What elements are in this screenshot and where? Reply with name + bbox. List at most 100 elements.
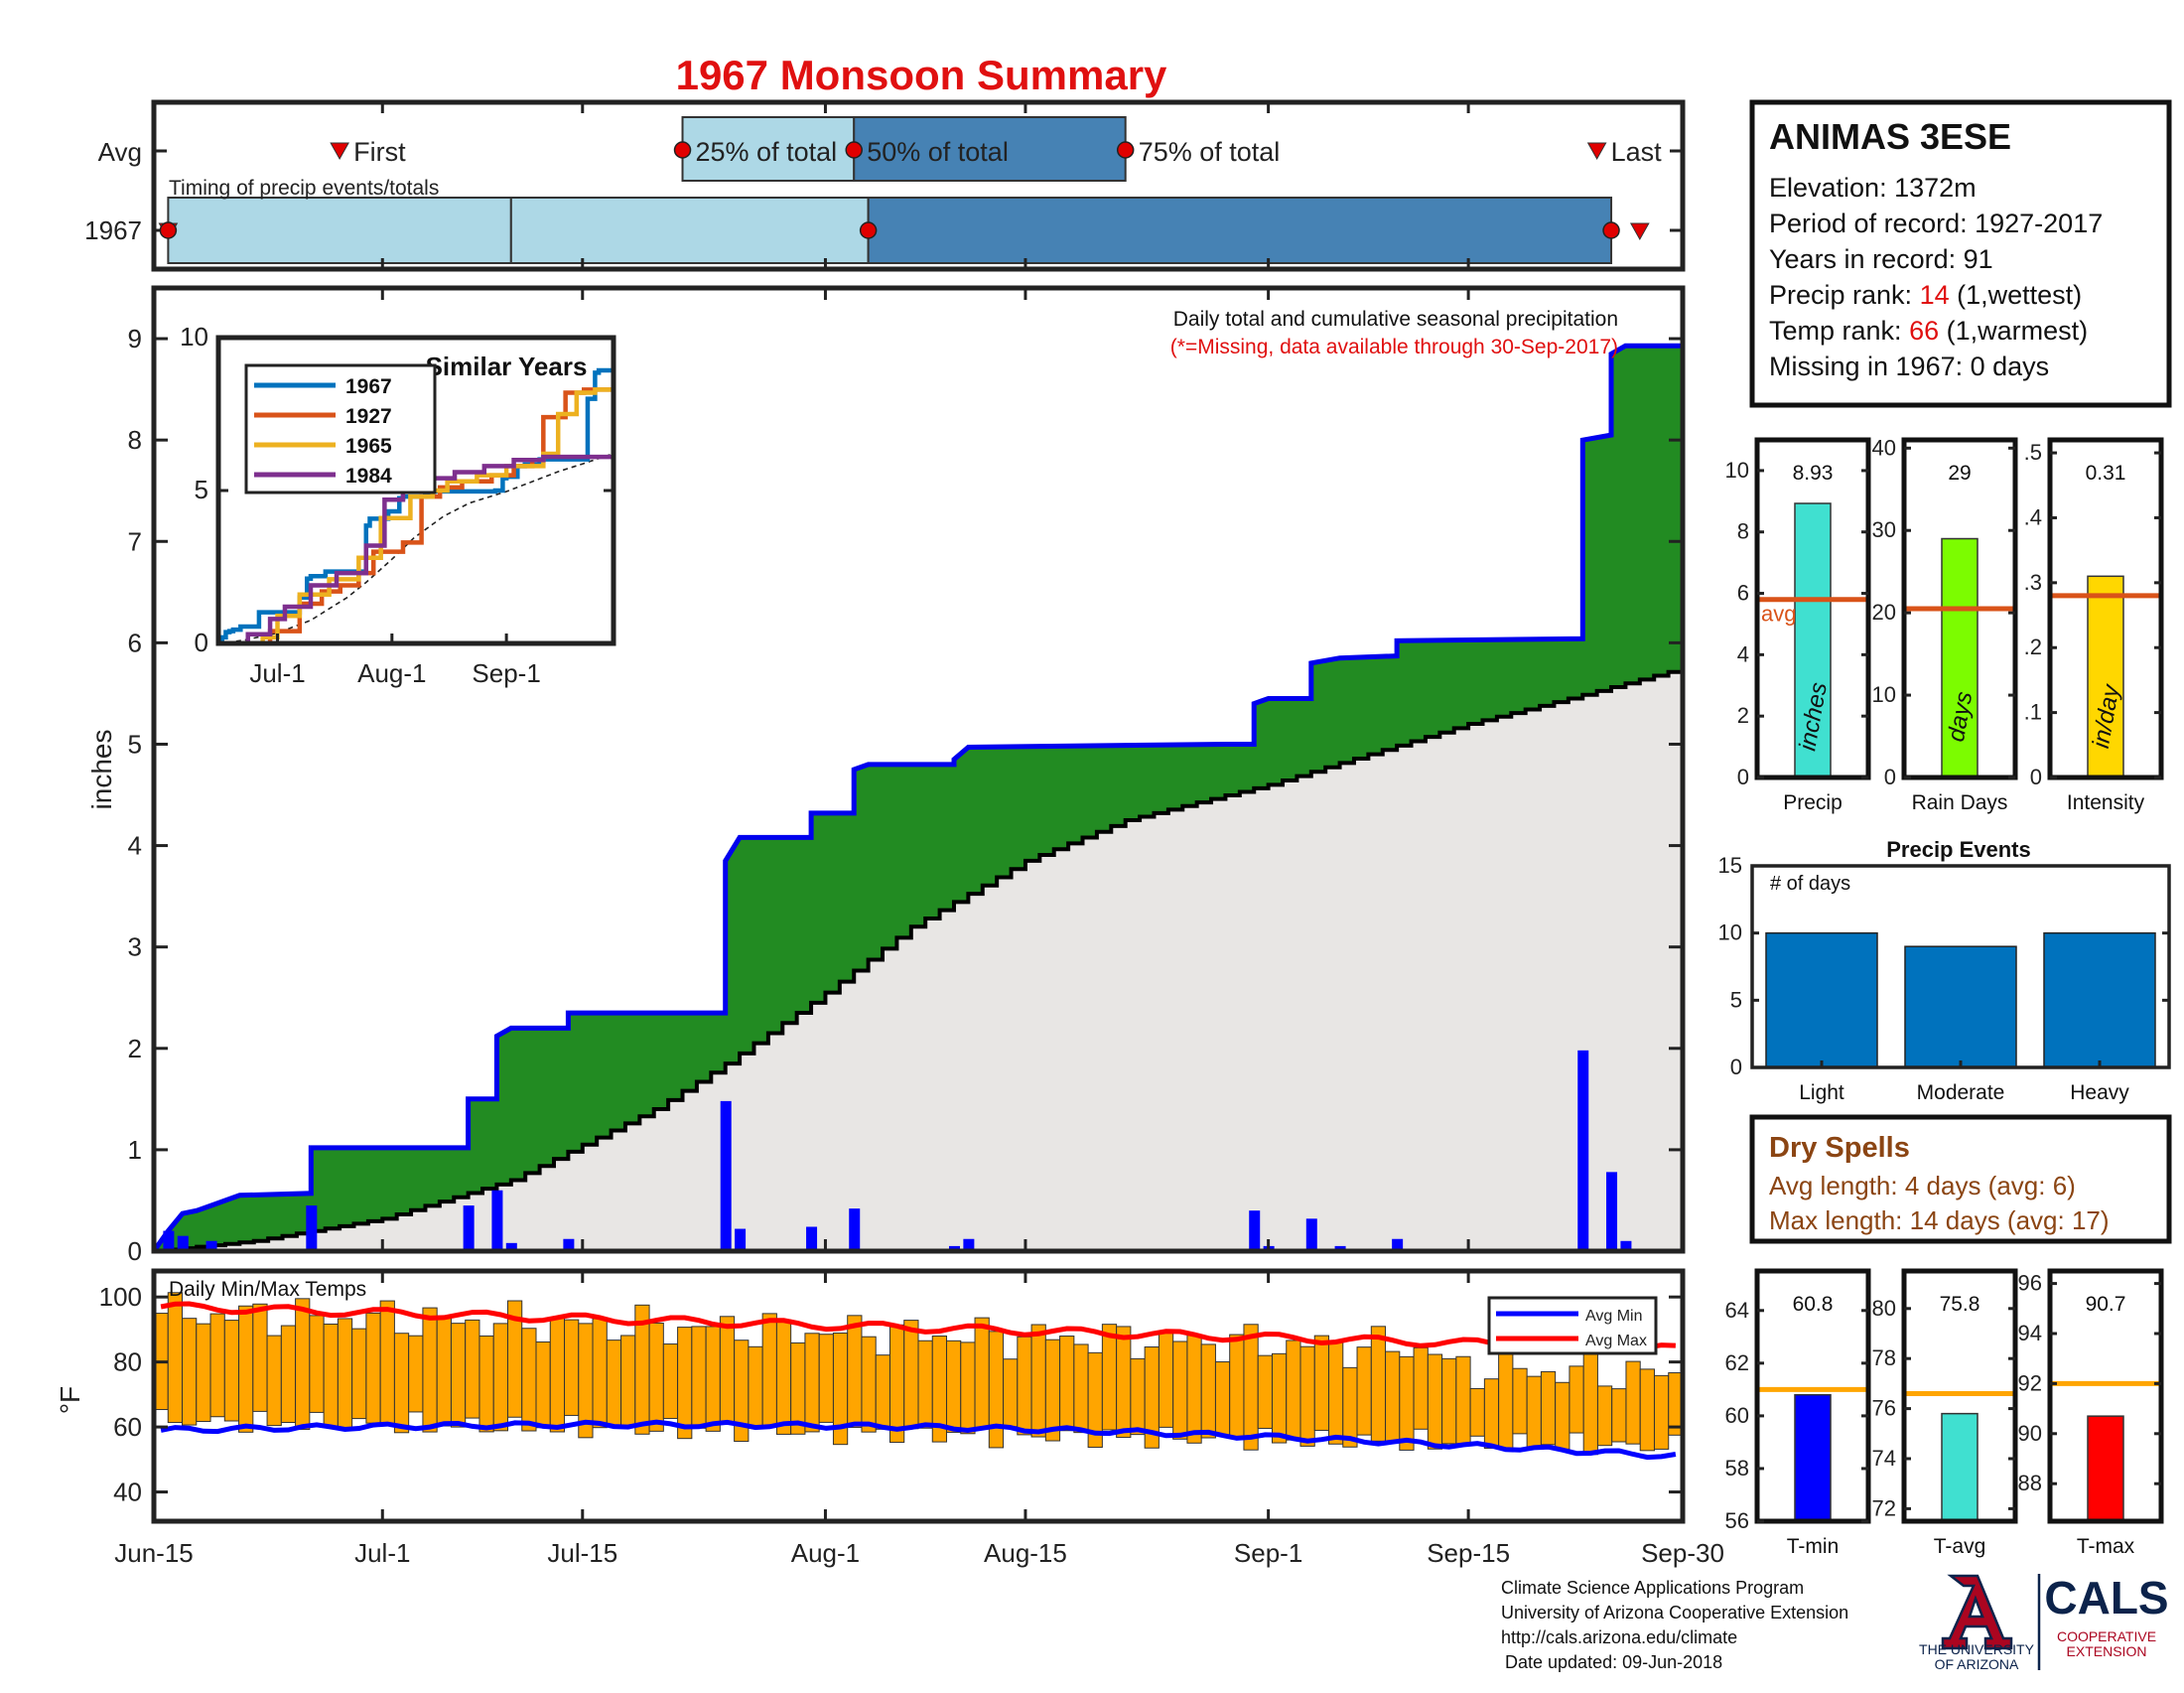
daily-temp-bar (337, 1318, 353, 1430)
footer-line-2: University of Arizona Cooperative Extens… (1501, 1603, 1848, 1622)
avg-first-marker (330, 142, 349, 161)
precip-events-chart: Precip Events # of days Light Moderate Hea… (1718, 837, 2171, 1104)
totals-tick-label: 2 (1737, 703, 1749, 728)
main-ylabel: inches (86, 730, 117, 810)
daily-temp-bar (1441, 1357, 1457, 1445)
cals-sub-2: EXTENSION (2067, 1643, 2147, 1659)
totals-tick-label: 0 (2030, 765, 2042, 789)
daily-temp-bar (1611, 1388, 1627, 1443)
totals-tick-label: 8 (1737, 519, 1749, 544)
temp-ytick-label: 60 (113, 1412, 142, 1442)
avg-p75-marker (1116, 141, 1135, 159)
dry-spells-title: Dry Spells (1769, 1132, 1910, 1164)
station-box: ANIMAS 3ESE Elevation: 1372m Period of r… (1749, 99, 2172, 408)
totals-xlabel-0: Precip (1783, 791, 1843, 814)
main-ytick-label: 8 (128, 425, 142, 455)
chart-title: 1967 Monsoon Summary (676, 52, 1167, 98)
daily-temp-bar (1639, 1368, 1655, 1452)
daily-temp-bar (1526, 1375, 1542, 1450)
daily-temp-bar (1596, 1385, 1613, 1447)
avg-50-75-band (853, 116, 1127, 182)
precip-events-ytick-label: 5 (1730, 987, 1742, 1012)
daily-temp-bar (295, 1298, 311, 1431)
totals-bar-2 (2087, 575, 2124, 778)
temps-bar-2 (2087, 1415, 2124, 1522)
avg-last-marker (1586, 142, 1607, 161)
main-note-2: (*=Missing, data available through 30-Se… (1170, 336, 1618, 358)
totals-tick-label: .4 (2024, 504, 2042, 529)
dry-spells-box: Dry Spells Avg length: 4 days (avg: 6) M… (1749, 1114, 2172, 1244)
station-precip-rank: Precip rank: 14 (1,wettest) (1769, 280, 2082, 310)
daily-temp-bar (1469, 1387, 1485, 1437)
inset-xtick-label: Aug-1 (357, 658, 426, 688)
precip-events-xlabel-light: Light (1799, 1081, 1844, 1104)
daily-temp-bar (677, 1327, 693, 1440)
daily-temp-bar (1370, 1326, 1387, 1442)
daily-temp-bar (804, 1333, 820, 1433)
totals-value-label-2: 0.31 (2086, 462, 2126, 485)
temps-tick-label: 76 (1872, 1396, 1896, 1421)
inset-xtick-label: Sep-1 (472, 658, 540, 688)
totals-tick-label: .3 (2024, 570, 2042, 595)
daily-temp-bar (1116, 1326, 1132, 1439)
date-tick-label: Sep-15 (1427, 1538, 1510, 1568)
university-of-arizona-logo: THE UNIVERSITY OF ARIZONA CALS COOPERATI… (1919, 1572, 2169, 1672)
daily-temp-bar (182, 1318, 198, 1426)
daily-temp-bar (888, 1324, 905, 1444)
ua-line-1: THE UNIVERSITY (1919, 1641, 2035, 1657)
daily-temp-bar (351, 1328, 367, 1420)
dry-spells-max: Max length: 14 days (avg: 17) (1769, 1205, 2110, 1235)
daily-temp-bar (1073, 1343, 1089, 1434)
totals-tick-label: 30 (1872, 517, 1896, 542)
totals-tick-label: .2 (2024, 635, 2042, 659)
totals-xlabel-1: Rain Days (1912, 791, 2008, 814)
date-tick-label: Jul-15 (547, 1538, 617, 1568)
avg-cumulative-area (154, 667, 1683, 1251)
daily-temp-bar (1413, 1346, 1429, 1430)
daily-precip-bar (563, 1238, 575, 1251)
daily-precip-bar (806, 1226, 818, 1251)
daily-temp-bar (1286, 1340, 1301, 1441)
daily-temp-bar (1498, 1351, 1514, 1450)
daily-precip-bar (1334, 1245, 1346, 1251)
dry-spells-avg: Avg length: 4 days (avg: 6) (1769, 1171, 2076, 1200)
totals-tick-label: 4 (1737, 641, 1749, 666)
temps-tick-label: 60 (1725, 1403, 1749, 1428)
precip-events-xlabel-heavy: Heavy (2070, 1081, 2129, 1104)
daily-temp-bar (1399, 1355, 1415, 1451)
daily-temp-bar (719, 1316, 736, 1423)
daily-precip-bar (849, 1208, 861, 1251)
daily-temp-bar (1625, 1360, 1641, 1445)
daily-temp-bar (861, 1336, 877, 1433)
precip-events-ytick-label: 0 (1730, 1055, 1742, 1079)
daily-temp-bar (564, 1319, 580, 1416)
avg-min-line (160, 1419, 1677, 1461)
temp-ytick-label: 80 (113, 1347, 142, 1377)
daily-temp-bar (818, 1334, 834, 1423)
daily-temp-bar (974, 1317, 990, 1429)
footer-line-1: Climate Science Applications Program (1501, 1578, 1804, 1598)
daily-temp-bar (775, 1319, 792, 1435)
precip-events-bar-moderate (1904, 945, 2017, 1068)
totals-tick-label: .5 (2024, 440, 2042, 465)
daily-temp-bar (917, 1340, 933, 1429)
daily-temp-bar (465, 1319, 480, 1419)
temps-bar-0 (1794, 1393, 1832, 1522)
inset-ytick-label: 10 (180, 322, 208, 352)
legend-label-1927: 1927 (345, 405, 392, 428)
precip-events-ytick-label: 10 (1718, 920, 1742, 945)
daily-temp-bar (196, 1323, 211, 1423)
daily-temp-bar (1257, 1354, 1273, 1429)
totals-tick-label: 0 (1884, 765, 1896, 789)
cals-sub-1: COOPERATIVE (2057, 1628, 2156, 1644)
daily-temp-bar (1483, 1378, 1500, 1449)
temps-frame-2 (2047, 1268, 2164, 1524)
daily-temp-bar (167, 1292, 184, 1424)
daily-temp-bar (422, 1307, 438, 1433)
precip-events-xlabel-moderate: Moderate (1917, 1081, 2005, 1104)
daily-temp-bar (1044, 1339, 1061, 1442)
daily-temp-bar (705, 1326, 721, 1432)
daily-temp-bar (1101, 1324, 1118, 1431)
daily-temp-bar (393, 1333, 410, 1434)
seasonal-temp-bars: 56 58 60 62 64 60.8 T-min 72 74 76 78 80 75.8 T-avg 88… (1725, 1268, 2164, 1558)
